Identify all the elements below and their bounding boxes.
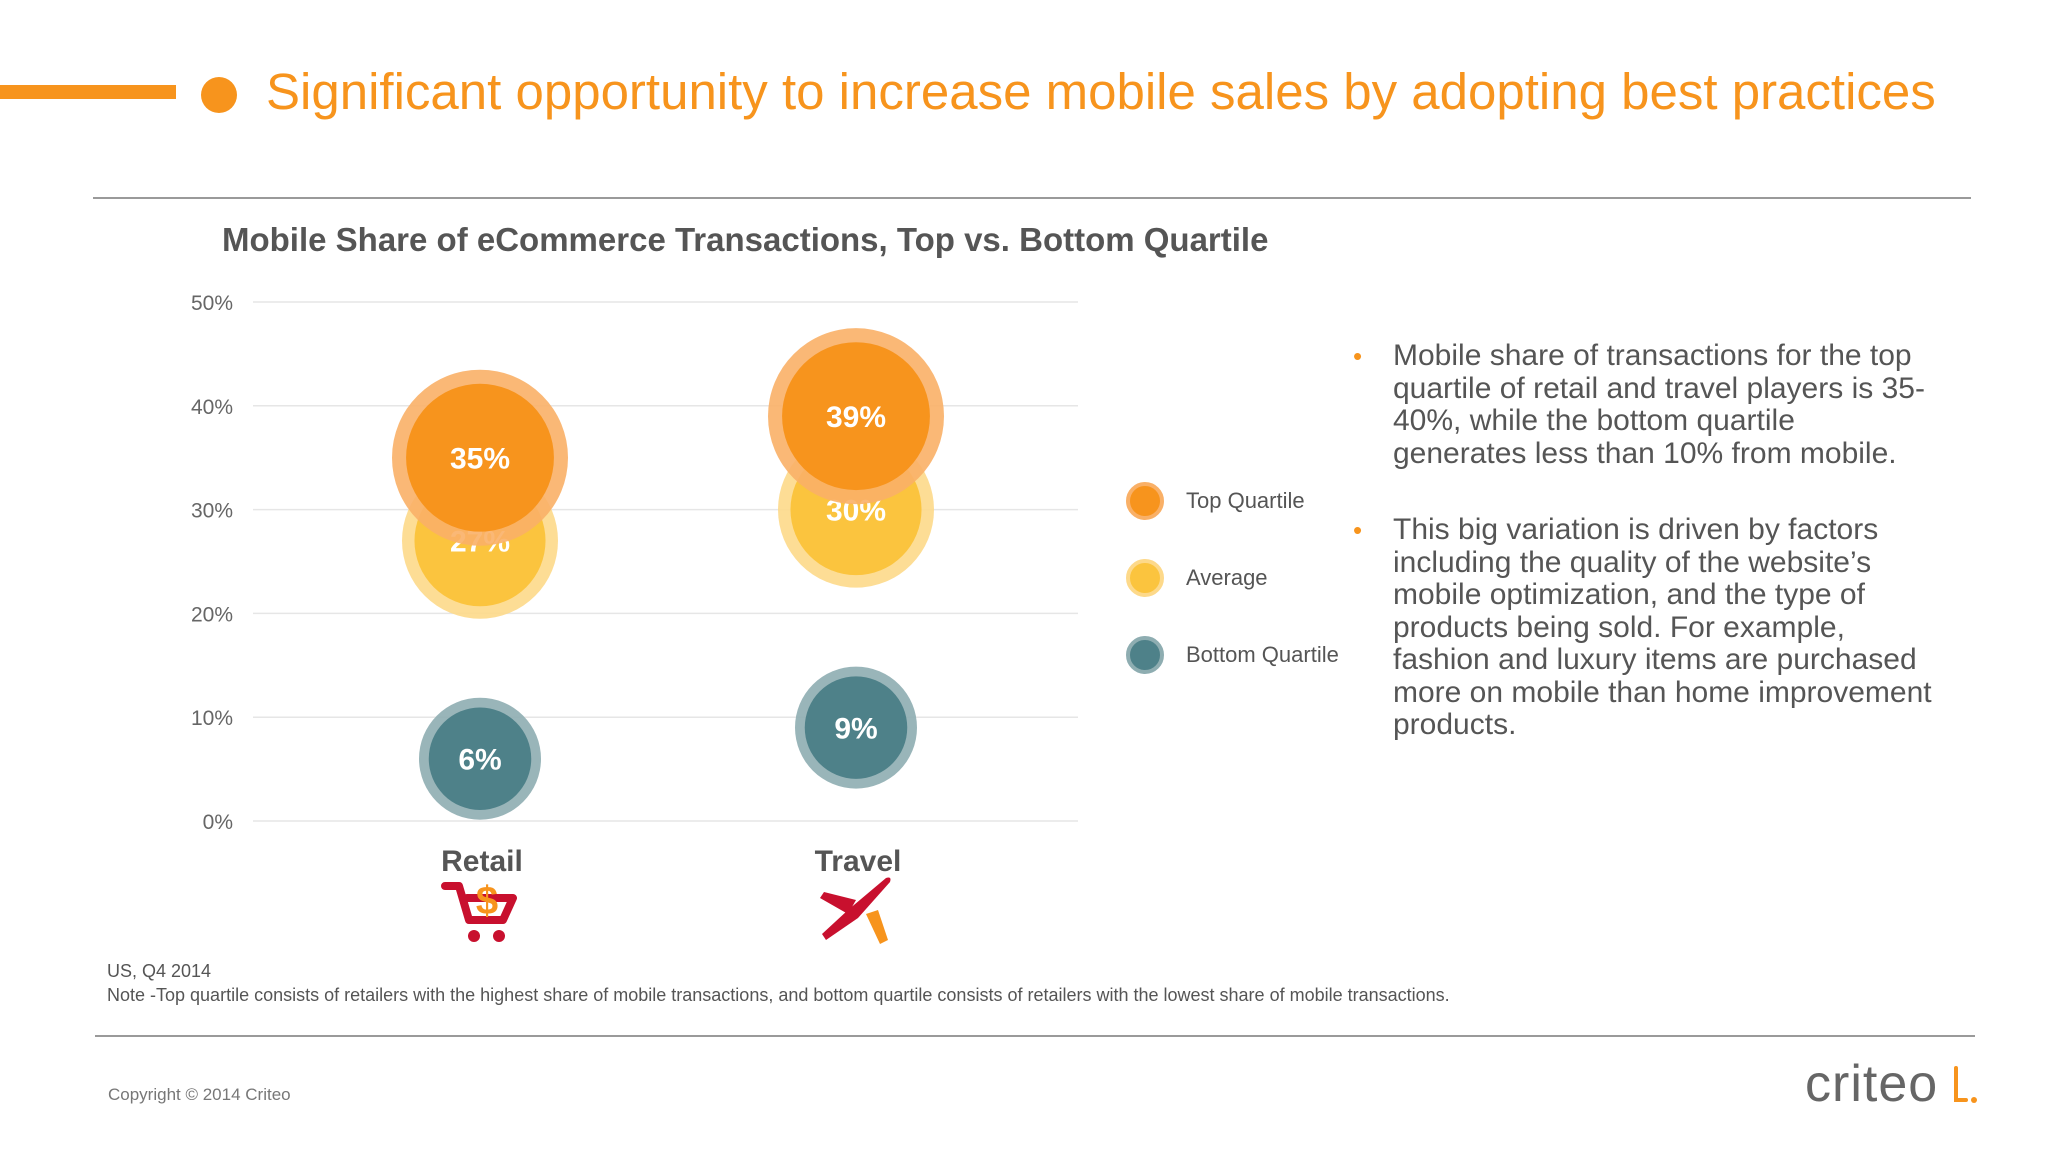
x-axis-categories: Retail Travel: [441, 845, 901, 878]
airplane-icon: [818, 870, 898, 955]
insight-bullets: Mobile share of transactions for the top…: [1353, 339, 1933, 786]
y-tick-label: 0%: [203, 811, 233, 834]
bullet-item: This big variation is driven by factors …: [1353, 513, 1933, 742]
chart-bubbles: 6%9%27%30%35%39%: [392, 328, 944, 820]
y-tick-label: 30%: [191, 500, 233, 523]
legend-swatch-top-quartile: [1126, 481, 1164, 520]
top-divider: [93, 197, 1971, 199]
bubble-bottom-quartile: 6%: [419, 697, 541, 820]
legend-item-bottom-quartile: Bottom Quartile: [1126, 616, 1339, 693]
y-axis-ticks: 0% 10% 20% 30% 40% 50%: [191, 292, 233, 834]
criteo-logo: criteo: [1805, 1055, 1939, 1113]
bubble-value-label: 6%: [458, 744, 501, 777]
y-tick-label: 50%: [191, 292, 233, 315]
bubble-top-quartile: 39%: [768, 328, 944, 505]
y-tick-label: 20%: [191, 603, 233, 626]
y-tick-label: 10%: [191, 707, 233, 730]
legend-swatch-bottom-quartile: [1126, 635, 1164, 674]
shopping-cart-dollar-icon: $: [441, 876, 521, 951]
x-category-label: Travel: [815, 845, 902, 878]
legend-label: Average: [1186, 564, 1268, 590]
svg-text:$: $: [476, 879, 498, 923]
legend-item-top-quartile: Top Quartile: [1126, 462, 1339, 539]
legend-item-average: Average: [1126, 539, 1339, 616]
chart-title: Mobile Share of eCommerce Transactions, …: [222, 221, 1269, 258]
copyright: Copyright © 2014 Criteo: [108, 1085, 291, 1104]
title-bullet-dot: [201, 77, 237, 113]
title-accent-bar: [0, 85, 176, 99]
legend-swatch-average: [1126, 558, 1164, 597]
bullet-item: Mobile share of transactions for the top…: [1353, 339, 1933, 470]
slide-title: Significant opportunity to increase mobi…: [266, 63, 1936, 120]
bottom-divider: [95, 1035, 1975, 1037]
legend-label: Bottom Quartile: [1186, 641, 1339, 667]
bubble-value-label: 39%: [826, 401, 886, 434]
legend-label: Top Quartile: [1186, 487, 1305, 513]
bubble-top-quartile: 35%: [392, 369, 568, 546]
chart-gridlines: [253, 301, 1078, 822]
x-category-label: Retail: [441, 845, 523, 878]
chart-legend: Top Quartile Average Bottom Quartile: [1126, 462, 1339, 693]
bubble-bottom-quartile: 9%: [795, 666, 917, 789]
methodology-note: Note -Top quartile consists of retailers…: [107, 985, 1450, 1005]
bubble-value-label: 9%: [834, 713, 877, 746]
source-note: US, Q4 2014: [107, 961, 212, 981]
logo-accent-icon: [1954, 1066, 1977, 1103]
bubble-value-label: 35%: [450, 443, 510, 476]
y-tick-label: 40%: [191, 396, 233, 419]
